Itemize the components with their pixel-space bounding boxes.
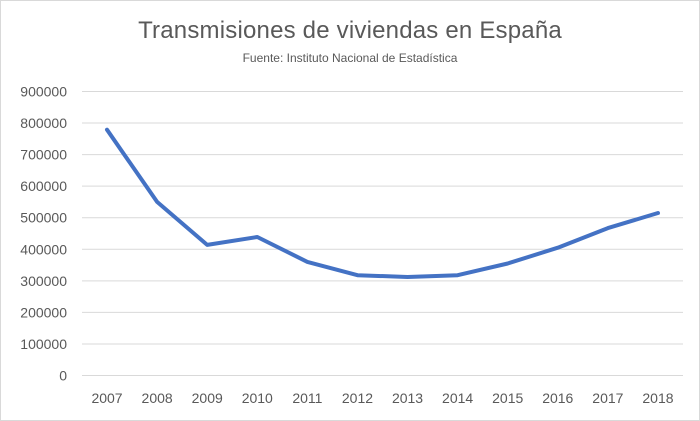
y-tick-label: 700000 [20, 147, 67, 163]
y-tick-label: 900000 [20, 84, 67, 100]
x-tick-label: 2016 [542, 390, 573, 406]
y-tick-label: 100000 [20, 336, 67, 352]
chart-subtitle: Fuente: Instituto Nacional de Estadístic… [242, 51, 458, 65]
y-tick-label: 300000 [20, 273, 67, 289]
x-tick-label: 2018 [642, 390, 673, 406]
chart-title: Transmisiones de viviendas en España [138, 17, 562, 44]
y-tick-label: 800000 [20, 115, 67, 131]
series-line [105, 127, 660, 279]
x-tick-label: 2014 [442, 390, 473, 406]
x-tick-label: 2015 [492, 390, 523, 406]
x-tick-label: 2013 [392, 390, 423, 406]
y-tick-label: 400000 [20, 241, 67, 257]
x-tick-label: 2012 [342, 390, 373, 406]
y-axis-labels: 0 100000 200000 300000 400000 500000 600000 700… [20, 84, 67, 384]
series-group [105, 127, 660, 279]
gridlines [82, 91, 683, 376]
x-tick-label: 2017 [592, 390, 623, 406]
x-tick-label: 2010 [242, 390, 273, 406]
x-axis-labels: 2007 2008 2009 2010 2011 2012 2013 2014 2015 2016… [91, 390, 673, 406]
x-tick-label: 2009 [192, 390, 223, 406]
y-tick-label: 600000 [20, 178, 67, 194]
y-tick-label: 200000 [20, 304, 67, 320]
y-tick-label: 0 [59, 368, 67, 384]
x-tick-label: 2011 [292, 390, 322, 406]
y-tick-label: 500000 [20, 210, 67, 226]
x-tick-label: 2008 [142, 390, 173, 406]
x-tick-label: 2007 [91, 390, 122, 406]
